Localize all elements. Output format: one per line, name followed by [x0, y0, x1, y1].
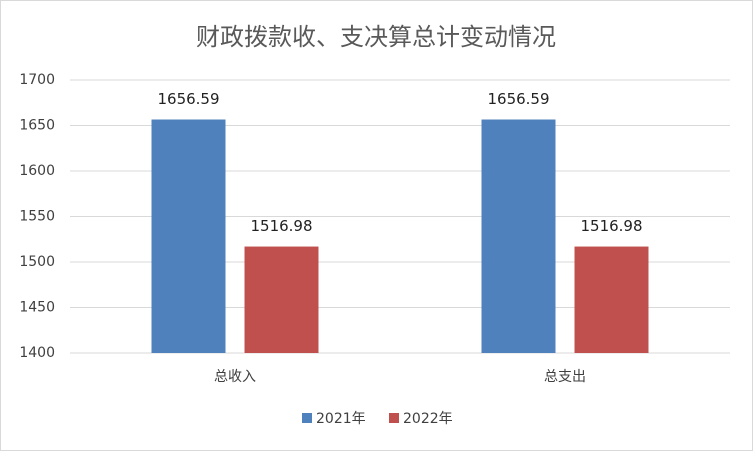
legend-label: 2021年 — [316, 411, 366, 427]
legend-label: 2022年 — [403, 411, 453, 427]
value-label: 1656.59 — [487, 90, 549, 108]
y-tick-label: 1500 — [19, 254, 55, 270]
y-tick-label: 1700 — [19, 72, 55, 88]
y-tick-label: 1550 — [19, 209, 55, 225]
value-label: 1656.59 — [157, 90, 219, 108]
x-tick-label: 总收入 — [214, 369, 256, 385]
bar — [574, 246, 649, 353]
chart-title: 财政拨款收、支决算总计变动情况 — [196, 23, 556, 51]
x-tick-label: 总支出 — [544, 369, 586, 385]
value-label: 1516.98 — [250, 217, 312, 235]
y-tick-label: 1600 — [19, 163, 55, 179]
bar — [481, 119, 556, 353]
value-label: 1516.98 — [580, 217, 642, 235]
legend-swatch — [389, 413, 399, 423]
bar — [151, 119, 226, 353]
y-tick-label: 1400 — [19, 345, 55, 361]
y-tick-label: 1450 — [19, 300, 55, 316]
bar — [244, 246, 319, 353]
legend-swatch — [302, 413, 312, 423]
y-tick-label: 1650 — [19, 118, 55, 134]
